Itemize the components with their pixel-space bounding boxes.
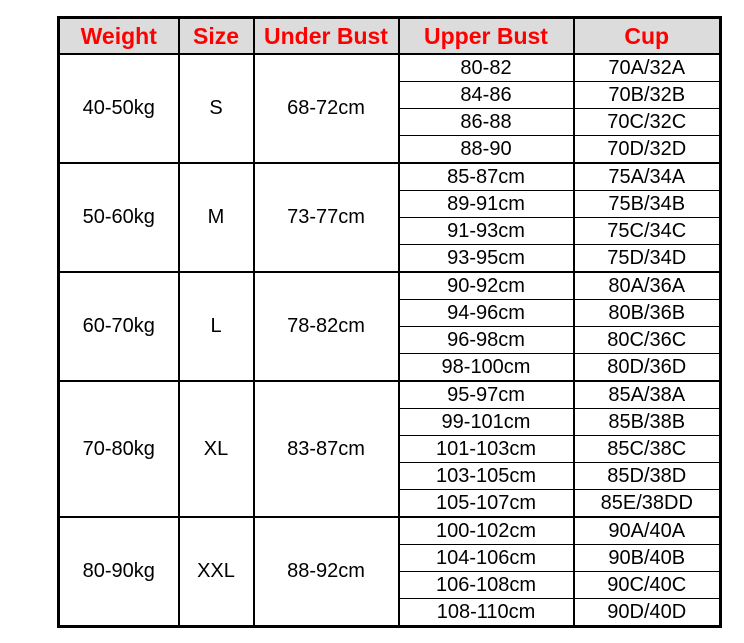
upper-bust-cell: 99-101cm xyxy=(397,408,575,436)
size-cell: S xyxy=(177,53,255,164)
table-row: 106-108cm 90C/40C xyxy=(59,571,722,599)
upper-bust-cell: 88-90 xyxy=(397,135,575,164)
cup-cell: 90A/40A xyxy=(572,516,722,545)
weight-cell: 50-60kg xyxy=(57,162,180,273)
cup-cell: 85D/38D xyxy=(572,462,722,490)
col-header-weight: Weight xyxy=(57,16,180,55)
table-row: 91-93cm 75C/34C xyxy=(59,217,722,245)
col-header-upper-bust: Upper Bust xyxy=(397,16,575,55)
upper-bust-cell: 104-106cm xyxy=(397,544,575,572)
upper-bust-cell: 106-108cm xyxy=(397,571,575,599)
table-row: 96-98cm 80C/36C xyxy=(59,326,722,354)
cup-cell: 80A/36A xyxy=(572,271,722,300)
table-row: 103-105cm 85D/38D xyxy=(59,462,722,490)
cup-cell: 70D/32D xyxy=(572,135,722,164)
table-row: 99-101cm 85B/38B xyxy=(59,408,722,436)
size-cell: L xyxy=(177,271,255,382)
weight-cell: 70-80kg xyxy=(57,380,180,518)
table-row: 70-80kg XL 83-87cm 95-97cm 85A/38A xyxy=(57,380,722,518)
cup-cell: 70C/32C xyxy=(572,108,722,136)
upper-bust-cell: 96-98cm xyxy=(397,326,575,354)
upper-bust-cell: 108-110cm xyxy=(397,598,575,627)
upper-bust-cell: 86-88 xyxy=(397,108,575,136)
table-row: 104-106cm 90B/40B xyxy=(59,544,722,572)
cup-cell: 90B/40B xyxy=(572,544,722,572)
weight-cell: 60-70kg xyxy=(57,271,180,382)
under-bust-cell: 83-87cm xyxy=(252,380,400,518)
table-row: 89-91cm 75B/34B xyxy=(59,190,722,218)
cup-cell: 85B/38B xyxy=(572,408,722,436)
table-row: 88-90 70D/32D xyxy=(59,135,722,164)
upper-bust-cell: 89-91cm xyxy=(397,190,575,218)
weight-cell: 80-90kg xyxy=(57,516,180,627)
table-row: 94-96cm 80B/36B xyxy=(59,299,722,327)
upper-bust-cell: 85-87cm xyxy=(397,162,575,191)
cup-cell: 75C/34C xyxy=(572,217,722,245)
upper-bust-cell: 84-86 xyxy=(397,81,575,109)
upper-bust-cell: 95-97cm xyxy=(397,380,575,409)
cup-cell: 75A/34A xyxy=(572,162,722,191)
cup-cell: 80D/36D xyxy=(572,353,722,382)
under-bust-cell: 78-82cm xyxy=(252,271,400,382)
table-row: 80-90kg XXL 88-92cm 100-102cm 90A/40A xyxy=(57,516,722,627)
upper-bust-cell: 90-92cm xyxy=(397,271,575,300)
table-row: 98-100cm 80D/36D xyxy=(59,353,722,382)
table-row: 93-95cm 75D/34D xyxy=(59,244,722,273)
cup-cell: 90D/40D xyxy=(572,598,722,627)
cup-cell: 85A/38A xyxy=(572,380,722,409)
size-cell: XL xyxy=(177,380,255,518)
table-row: 101-103cm 85C/38C xyxy=(59,435,722,463)
cup-cell: 85C/38C xyxy=(572,435,722,463)
upper-bust-cell: 98-100cm xyxy=(397,353,575,382)
table-row: 50-60kg M 73-77cm 85-87cm 75A/34A xyxy=(57,162,722,273)
col-header-size: Size xyxy=(177,16,255,55)
size-cell: XXL xyxy=(177,516,255,627)
under-bust-cell: 88-92cm xyxy=(252,516,400,627)
table-row: 40-50kg S 68-72cm 80-82 70A/32A xyxy=(57,53,722,164)
cup-cell: 80B/36B xyxy=(572,299,722,327)
size-cell: M xyxy=(177,162,255,273)
cup-cell: 75D/34D xyxy=(572,244,722,273)
col-header-under-bust: Under Bust xyxy=(252,16,400,55)
table-row: 84-86 70B/32B xyxy=(59,81,722,109)
col-header-cup: Cup xyxy=(572,16,722,55)
cup-cell: 90C/40C xyxy=(572,571,722,599)
table-row: 86-88 70C/32C xyxy=(59,108,722,136)
under-bust-cell: 73-77cm xyxy=(252,162,400,273)
table-row: 60-70kg L 78-82cm 90-92cm 80A/36A xyxy=(57,271,722,382)
cup-cell: 70A/32A xyxy=(572,53,722,82)
upper-bust-cell: 94-96cm xyxy=(397,299,575,327)
cup-cell: 75B/34B xyxy=(572,190,722,218)
weight-cell: 40-50kg xyxy=(57,53,180,164)
header-row: Weight Size Under Bust Upper Bust Cup xyxy=(57,16,722,55)
upper-bust-cell: 80-82 xyxy=(397,53,575,82)
cup-cell: 70B/32B xyxy=(572,81,722,109)
upper-bust-cell: 91-93cm xyxy=(397,217,575,245)
upper-bust-cell: 101-103cm xyxy=(397,435,575,463)
cup-cell: 85E/38DD xyxy=(572,489,722,518)
table-row: 105-107cm 85E/38DD xyxy=(59,489,722,518)
upper-bust-cell: 103-105cm xyxy=(397,462,575,490)
upper-bust-cell: 105-107cm xyxy=(397,489,575,518)
cup-cell: 80C/36C xyxy=(572,326,722,354)
upper-bust-cell: 100-102cm xyxy=(397,516,575,545)
table-row: 108-110cm 90D/40D xyxy=(59,598,722,627)
upper-bust-cell: 93-95cm xyxy=(397,244,575,273)
under-bust-cell: 68-72cm xyxy=(252,53,400,164)
size-chart-table: Weight Size Under Bust Upper Bust Cup 40… xyxy=(57,16,722,628)
